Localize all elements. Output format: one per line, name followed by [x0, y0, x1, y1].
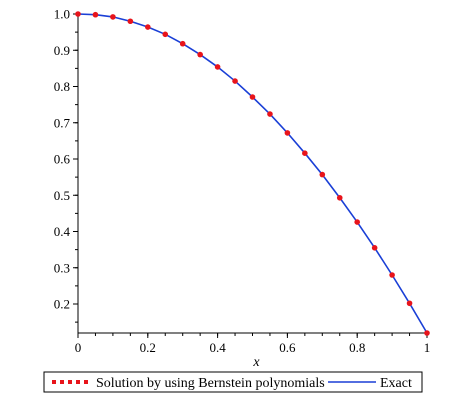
x-tick-label: 0: [75, 340, 82, 355]
point-bernstein: [302, 150, 308, 156]
point-bernstein: [249, 94, 256, 100]
legend-label-exact: Exact: [380, 376, 412, 391]
legend-item-bernstein: Solution by using Bernstein polynomials: [52, 376, 325, 391]
point-bernstein: [354, 219, 361, 225]
x-tick-label: 1: [424, 340, 431, 355]
point-bernstein: [110, 14, 116, 20]
legend-dot-bernstein: [52, 380, 56, 384]
point-bernstein: [319, 171, 326, 178]
y-tick-label: 0.7: [54, 115, 71, 130]
point-bernstein: [406, 300, 413, 307]
point-bernstein: [267, 111, 273, 117]
y-tick-label: 0.6: [54, 152, 71, 167]
point-bernstein: [162, 31, 169, 38]
point-bernstein: [179, 40, 186, 47]
point-bernstein: [371, 245, 378, 251]
legend-item-exact: Exact: [328, 376, 412, 391]
point-bernstein: [75, 11, 81, 17]
point-bernstein: [145, 24, 151, 30]
legend-dot-bernstein: [84, 380, 88, 384]
point-bernstein: [214, 64, 221, 70]
point-bernstein: [284, 130, 291, 136]
y-tick-label: 0.9: [54, 43, 70, 58]
y-tick-label: 0.5: [54, 188, 70, 203]
legend-dot-bernstein: [68, 380, 72, 384]
point-bernstein: [389, 272, 395, 278]
y-tick-label: 1.0: [54, 7, 70, 22]
x-tick-label: 0.6: [279, 340, 296, 355]
y-tick-label: 0.2: [54, 297, 70, 312]
point-bernstein: [232, 78, 238, 84]
x-tick-label: 0.8: [349, 340, 365, 355]
plot-marks: [75, 11, 430, 336]
axes: 0 0.2 0.4 0.6 0.8 1 0.2 0.3 0.4 0.5 0.6 0.7 0.8 0.9 1.…: [54, 7, 431, 356]
point-bernstein: [336, 194, 343, 201]
x-tick-label: 0.2: [140, 340, 156, 355]
x-axis-label: x: [252, 355, 260, 370]
point-bernstein: [424, 330, 430, 336]
point-bernstein: [127, 18, 134, 25]
y-tick-label: 0.4: [54, 224, 71, 239]
y-tick-label: 0.3: [54, 260, 70, 275]
series-line-exact: [77, 13, 428, 334]
legend: Solution by using Bernstein polynomials …: [43, 371, 423, 393]
point-bernstein: [92, 11, 99, 18]
legend-box: [43, 371, 423, 393]
y-tick-label: 0.8: [54, 79, 70, 94]
x-tick-label: 0.4: [209, 340, 226, 355]
legend-label-bernstein: Solution by using Bernstein polynomials: [96, 376, 325, 391]
legend-swatch-bernstein: [52, 380, 88, 384]
legend-dot-bernstein: [60, 380, 64, 384]
point-bernstein: [197, 51, 203, 58]
legend-dot-bernstein: [76, 380, 80, 384]
